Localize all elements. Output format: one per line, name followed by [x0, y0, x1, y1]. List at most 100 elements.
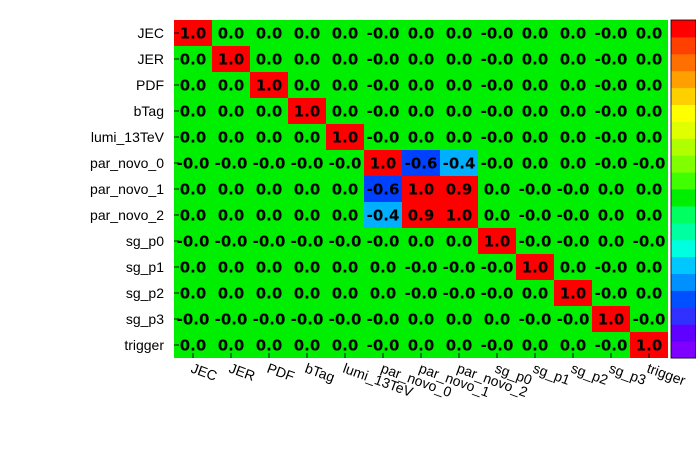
cell-value-label: 0.0 — [598, 207, 625, 225]
heatmap-cell — [364, 306, 402, 332]
heatmap-cell — [288, 228, 326, 254]
heatmap-cell — [364, 228, 402, 254]
heatmap-cell — [402, 306, 440, 332]
cell-value-label: -0.0 — [595, 155, 628, 173]
color-scale-segment — [671, 172, 696, 190]
heatmap-cell — [440, 124, 478, 150]
cell-value-label: 0.0 — [332, 51, 359, 69]
color-scale-segment — [671, 53, 696, 72]
color-scale-segment — [671, 290, 696, 308]
heatmap-cell — [250, 46, 288, 72]
heatmap-cell — [250, 306, 288, 332]
cell-value-label: 0.0 — [560, 103, 587, 121]
x-tick-label-trigger: trigger — [645, 360, 688, 389]
cell-value-label: -0.0 — [595, 77, 628, 95]
heatmap-cell — [478, 98, 516, 124]
cell-value-label: 0.0 — [218, 259, 245, 277]
cell-value-label: -0.0 — [367, 77, 400, 95]
heatmap-cell — [516, 20, 554, 46]
cell-value-label: 0.0 — [522, 129, 549, 147]
cell-value-label: 0.0 — [332, 25, 359, 43]
cell-value-label: 0.9 — [408, 207, 435, 225]
heatmap-cell — [516, 98, 554, 124]
heatmap-cell — [174, 72, 212, 98]
heatmap-cell — [326, 124, 364, 150]
heatmap-cell — [478, 20, 516, 46]
color-scale-segment — [671, 239, 696, 258]
heatmap-cell — [630, 150, 668, 176]
cell-value-label: 0.0 — [294, 129, 321, 147]
heatmap-cell — [440, 72, 478, 98]
heatmap-cell — [554, 280, 592, 306]
heatmap-cell — [402, 254, 440, 280]
heatmap-cell — [364, 98, 402, 124]
cell-value-label: 1.0 — [370, 155, 397, 173]
heatmap-cell — [326, 202, 364, 228]
cell-value-label: 0.0 — [522, 285, 549, 303]
cell-value-label: 1.0 — [598, 311, 625, 329]
heatmap-cell — [440, 150, 478, 176]
cell-value-label: 0.0 — [180, 259, 207, 277]
cell-value-label: 0.0 — [332, 285, 359, 303]
cell-value-label: -0.0 — [443, 259, 476, 277]
cell-value-label: -0.0 — [557, 207, 590, 225]
cell-value-label: 0.0 — [218, 103, 245, 121]
heatmap-cell — [212, 72, 250, 98]
cell-value-label: 1.0 — [294, 103, 321, 121]
cell-value-label: 0.0 — [218, 77, 245, 95]
color-scale-segment — [671, 307, 696, 325]
cell-value-label: -0.0 — [595, 25, 628, 43]
cell-value-label: 0.0 — [294, 181, 321, 199]
heatmap-cell — [440, 20, 478, 46]
cell-value-label: -0.0 — [519, 311, 552, 329]
color-scale-segment — [671, 155, 696, 173]
heatmap-cell — [288, 306, 326, 332]
heatmap-cell — [554, 124, 592, 150]
heatmap-cell — [478, 124, 516, 150]
heatmap-cell — [402, 20, 440, 46]
color-scale-segment — [671, 87, 696, 105]
cell-value-label: -0.0 — [367, 25, 400, 43]
cell-value-label: 0.0 — [636, 77, 663, 95]
heatmap-cell — [554, 20, 592, 46]
heatmap-cell — [174, 228, 212, 254]
heatmap-cell — [440, 254, 478, 280]
cell-value-label: 0.0 — [180, 51, 207, 69]
cell-value-label: 0.0 — [636, 103, 663, 121]
cell-value-label: 0.0 — [636, 51, 663, 69]
cell-value-label: -0.0 — [291, 155, 324, 173]
heatmap-cell — [516, 202, 554, 228]
cell-value-label: 0.0 — [636, 129, 663, 147]
heatmap-cell — [592, 202, 630, 228]
cell-value-label: 0.0 — [446, 311, 473, 329]
color-scale-segment — [671, 341, 696, 359]
heatmap-cell — [212, 150, 250, 176]
cell-value-label: 0.0 — [294, 337, 321, 355]
x-tick-label-sg-p1: sg_p1 — [531, 360, 573, 388]
cell-value-label: 0.0 — [522, 77, 549, 95]
heatmap-cell — [478, 150, 516, 176]
cell-value-label: 1.0 — [256, 77, 283, 95]
heatmap-cell — [402, 72, 440, 98]
heatmap-cell — [250, 150, 288, 176]
cell-value-label: 0.0 — [446, 51, 473, 69]
heatmap-cell — [364, 176, 402, 202]
cell-value-label: -0.0 — [291, 233, 324, 251]
heatmap-cell — [554, 176, 592, 202]
cell-value-label: -0.0 — [405, 259, 438, 277]
heatmap-cell — [212, 254, 250, 280]
cell-value-label: -0.0 — [595, 103, 628, 121]
heatmap-cell — [326, 280, 364, 306]
heatmap-cell — [592, 98, 630, 124]
color-scale-segment — [671, 273, 696, 291]
heatmap-cell — [250, 20, 288, 46]
heatmap-cell — [554, 254, 592, 280]
cell-value-label: 0.0 — [408, 25, 435, 43]
heatmap-cell — [326, 46, 364, 72]
cell-value-label: -0.0 — [367, 233, 400, 251]
heatmap-cell — [174, 150, 212, 176]
heatmap-cell — [630, 72, 668, 98]
x-tick-label-jer: JER — [227, 360, 257, 384]
heatmap-cell — [630, 46, 668, 72]
y-tick-label-btag: bTag — [134, 103, 164, 119]
